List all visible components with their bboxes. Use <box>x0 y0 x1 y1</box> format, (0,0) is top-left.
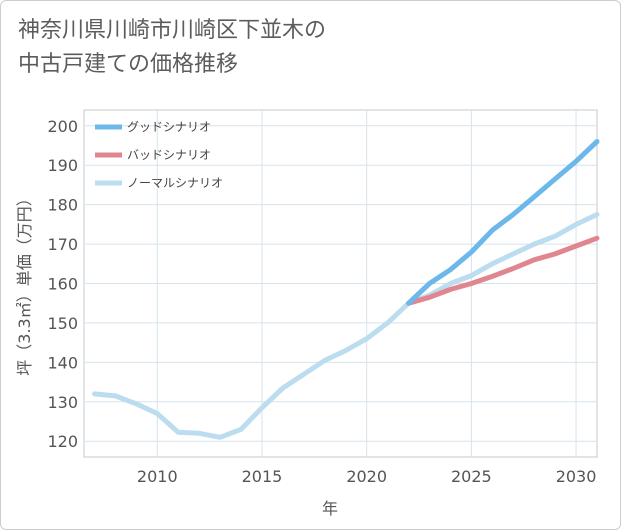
y-tick-label: 160 <box>47 275 78 294</box>
x-tick-label: 2020 <box>346 467 387 486</box>
chart-title-line2: 中古戸建ての価格推移 <box>18 52 239 77</box>
y-tick-label: 190 <box>47 156 78 175</box>
y-axis-ticks: 120 130 140 150 160 170 180 190 200 <box>47 117 78 451</box>
x-tick-label: 2025 <box>451 467 492 486</box>
x-tick-label: 2030 <box>556 467 597 486</box>
series-line-0 <box>406 139 600 306</box>
y-tick-label: 150 <box>47 314 78 333</box>
legend-label: グッドシナリオ <box>127 120 211 134</box>
x-axis-label: 年 <box>322 499 338 518</box>
series-line-1 <box>406 235 600 306</box>
y-tick-label: 200 <box>47 117 78 136</box>
x-tick-label: 2010 <box>137 467 178 486</box>
y-tick-label: 140 <box>47 353 78 372</box>
y-tick-label: 170 <box>47 235 78 254</box>
legend-label: ノーマルシナリオ <box>127 176 223 190</box>
chart-title-line1: 神奈川県川崎市川崎区下並木の <box>18 18 327 43</box>
x-tick-label: 2015 <box>242 467 283 486</box>
series-lines <box>92 139 600 440</box>
y-axis-label: 坪（3.3㎡）単価（万円） <box>15 190 34 375</box>
chart-title: 神奈川県川崎市川崎区下並木の 中古戸建ての価格推移 <box>18 14 326 82</box>
legend-label: バッドシナリオ <box>127 148 211 162</box>
x-axis-ticks: 2010 2015 2020 2025 2030 <box>137 467 596 486</box>
series-line-2 <box>92 212 600 440</box>
y-tick-label: 130 <box>47 393 78 412</box>
y-tick-label: 180 <box>47 196 78 215</box>
grid-lines <box>84 110 597 457</box>
y-tick-label: 120 <box>47 432 78 451</box>
